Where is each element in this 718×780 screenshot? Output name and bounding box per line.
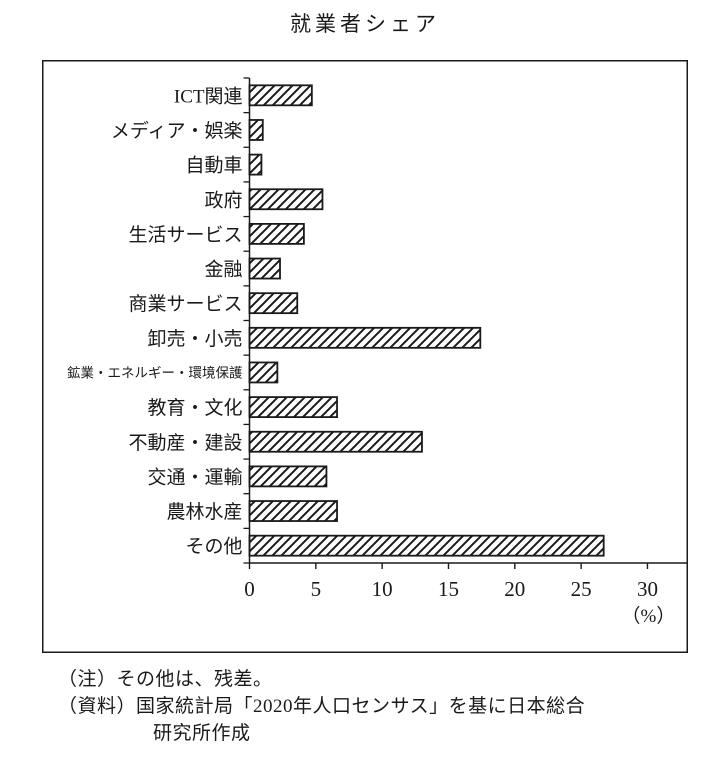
chart-bar	[248, 465, 328, 488]
chart-bar	[248, 396, 338, 419]
chart-bar	[248, 222, 305, 245]
source-line-2: 研究所作成	[153, 723, 251, 744]
x-tick-label: 5	[311, 577, 322, 601]
category-label: 商業サービス	[128, 293, 242, 315]
category-label: 卸売・小売	[147, 328, 242, 350]
x-tick-label: 15	[438, 577, 459, 601]
category-label: 農林水産	[166, 501, 242, 523]
category-label: 生活サービス	[128, 224, 242, 246]
chart-bar	[248, 257, 281, 280]
chart-bar	[248, 153, 263, 176]
category-label: 不動産・建設	[128, 432, 242, 454]
category-label: メディア・娯楽	[111, 120, 243, 142]
x-tick-label: 20	[504, 577, 525, 601]
chart-bar	[248, 361, 279, 384]
chart-bar	[248, 188, 324, 211]
chart-bar	[248, 430, 423, 453]
plot-frame	[42, 60, 688, 653]
category-label: 鉱業・エネルギー・環境保護	[67, 365, 243, 380]
category-label: その他	[185, 536, 242, 558]
category-label: 金融	[204, 259, 242, 281]
category-label: ICT関連	[174, 85, 243, 107]
chart-bar	[248, 534, 605, 557]
source-line-1: （資料）国家統計局「2020年人口センサス」を基に日本総合	[58, 696, 586, 717]
category-label: 政府	[204, 189, 242, 211]
x-tick-label: 0	[244, 577, 255, 601]
category-label: 教育・文化	[147, 397, 242, 419]
x-tick-label: 30	[637, 577, 658, 601]
footnotes: （注）その他は、残差。 （資料）国家統計局「2020年人口センサス」を基に日本総…	[58, 666, 698, 747]
chart-bar	[248, 326, 482, 349]
x-axis-unit-label: （%）	[622, 605, 676, 627]
category-label: 自動車	[185, 155, 242, 177]
chart-bar	[248, 500, 338, 522]
note-line: （注）その他は、残差。	[58, 669, 273, 690]
x-tick-label: 25	[571, 577, 592, 601]
category-label: 交通・運輸	[147, 466, 242, 488]
chart-bar	[248, 119, 264, 141]
chart-bar	[248, 292, 299, 315]
chart-title: 就業者シェア	[290, 12, 440, 36]
chart-bar	[248, 84, 313, 107]
x-tick-label: 10	[372, 577, 393, 601]
